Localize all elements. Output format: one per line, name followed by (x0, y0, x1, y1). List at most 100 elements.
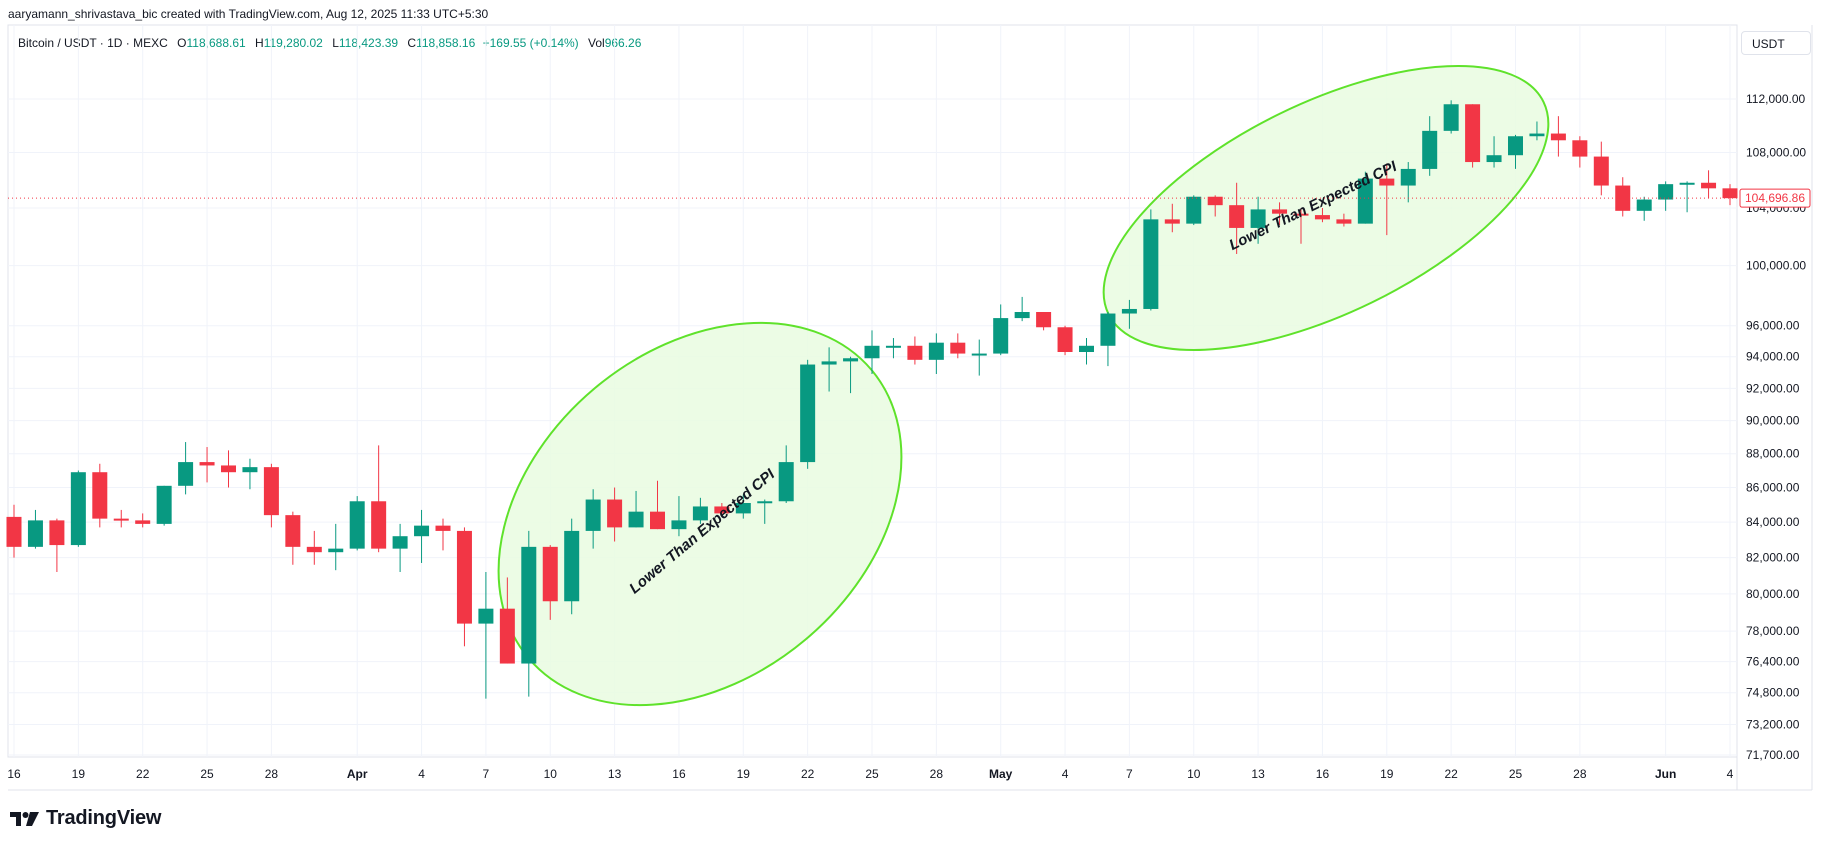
candle (1722, 184, 1738, 206)
candle (757, 499, 773, 524)
candle-body (27, 520, 43, 547)
candle-body (1036, 312, 1052, 328)
candle-body (521, 546, 537, 664)
candle-body (1379, 178, 1395, 186)
tradingview-logo-text: TradingView (46, 807, 162, 829)
candle-body (1357, 178, 1373, 224)
candle-body (993, 318, 1009, 354)
candle-body (1186, 196, 1202, 224)
candle (800, 359, 816, 469)
candle-body (178, 462, 194, 486)
price-tick-label: 94,000.00 (1746, 350, 1800, 364)
candle (70, 470, 86, 547)
candle-body (1229, 205, 1245, 228)
candle (456, 527, 472, 647)
candle-body (156, 485, 172, 524)
candle-body (1593, 156, 1609, 186)
candle-body (6, 516, 22, 547)
candle-body (242, 467, 258, 473)
time-tick-label: 28 (265, 767, 279, 781)
time-tick-label: 19 (72, 767, 86, 781)
time-tick-label: 16 (7, 767, 21, 781)
candle (135, 513, 151, 528)
candle (521, 530, 537, 697)
chart-grid (7, 24, 1813, 791)
time-tick-label: 10 (544, 767, 558, 781)
candle (371, 445, 387, 553)
tradingview-logo[interactable]: TradingView (10, 807, 161, 830)
time-tick-label: 22 (136, 767, 150, 781)
candle (1314, 207, 1330, 223)
candle-body (499, 608, 515, 664)
price-tick-label: 76,400.00 (1746, 655, 1800, 669)
price-tick-label: 73,200.00 (1746, 718, 1800, 732)
candle-body (735, 502, 751, 514)
time-tick-label: 28 (930, 767, 944, 781)
candle (242, 458, 258, 490)
candle-body (414, 525, 430, 537)
candle (1443, 100, 1459, 134)
candle-body (371, 501, 387, 549)
candle-body (113, 518, 129, 521)
candle (1079, 338, 1094, 365)
candle-body (1572, 140, 1588, 157)
candle-body (650, 511, 665, 530)
candle (1186, 195, 1202, 226)
candle (1229, 182, 1245, 254)
candle (950, 333, 966, 359)
candle (542, 545, 558, 620)
candle (1658, 181, 1674, 211)
candle-body (1508, 136, 1523, 156)
candle (392, 523, 408, 572)
candle (1207, 195, 1223, 217)
volume-label: Vol (588, 36, 605, 50)
candle-body (1443, 104, 1459, 131)
currency-selector[interactable]: USDT (1741, 31, 1811, 55)
candle (1250, 196, 1266, 244)
candle (692, 497, 708, 524)
time-tick-label: 28 (1573, 767, 1587, 781)
time-tick-label: 7 (1126, 767, 1133, 781)
candle-body (692, 506, 708, 521)
time-tick-label: May (989, 767, 1013, 781)
candle-body (628, 511, 644, 528)
candle (1121, 299, 1137, 329)
symbol-legend: Bitcoin / USDT · 1D · MEXC O118,688.61 H… (18, 36, 641, 50)
candle-body (757, 501, 773, 504)
candle-body (1314, 215, 1330, 220)
highlight-ellipses (497, 65, 1550, 707)
candle (714, 502, 730, 517)
candle (499, 577, 515, 664)
time-tick-label: 25 (200, 767, 214, 781)
candle (585, 489, 601, 549)
candle (1293, 207, 1309, 244)
candle-body (928, 342, 944, 360)
candle-body (1057, 327, 1073, 353)
candle (1100, 312, 1116, 367)
candle-body (864, 345, 880, 359)
candle (1164, 203, 1180, 233)
candle (178, 442, 194, 495)
price-tick-label: 86,000.00 (1746, 481, 1800, 495)
time-tick-label: 16 (1316, 767, 1330, 781)
candle (1701, 170, 1717, 199)
candle-body (821, 361, 837, 365)
candle (1529, 121, 1545, 141)
symbol-name[interactable]: Bitcoin / USDT · 1D · MEXC (18, 36, 168, 50)
candle-body (328, 548, 344, 553)
candle (478, 571, 494, 699)
candle (1036, 312, 1052, 331)
candle-body (1336, 219, 1352, 224)
price-tick-label: 90,000.00 (1746, 414, 1800, 428)
tradingview-logo-icon (10, 811, 39, 826)
candle (628, 490, 644, 528)
time-tick-label: 25 (865, 767, 879, 781)
candle-body (1014, 312, 1030, 319)
candle-body (1100, 313, 1116, 346)
time-tick-label: 13 (608, 767, 622, 781)
price-tick-label: 96,000.00 (1746, 319, 1800, 333)
candle-body (1636, 199, 1652, 211)
candle-body (349, 501, 365, 549)
candle (156, 485, 172, 526)
